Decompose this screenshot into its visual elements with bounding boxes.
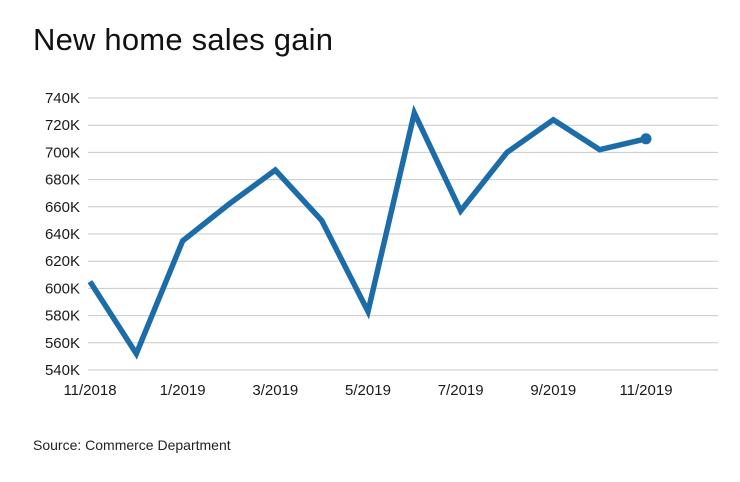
chart-title: New home sales gain	[33, 22, 334, 57]
y-axis-tick-label: 660K	[45, 199, 80, 216]
y-axis-tick-label: 720K	[45, 117, 80, 134]
y-axis-tick-label: 560K	[45, 335, 80, 352]
x-axis-tick-label: 11/2019	[619, 382, 672, 399]
x-axis-tick-label: 1/2019	[160, 382, 206, 399]
y-axis-tick-label: 540K	[45, 362, 80, 379]
x-axis-tick-label: 7/2019	[438, 382, 484, 399]
sales-line	[87, 104, 647, 360]
y-axis-tick-label: 580K	[45, 308, 80, 325]
end-point-marker	[640, 133, 652, 145]
source-note: Source: Commerce Department	[33, 437, 231, 453]
y-axis-tick-label: 680K	[45, 172, 80, 189]
x-axis-tick-label: 11/2018	[63, 382, 116, 399]
y-axis-tick-label: 620K	[45, 253, 80, 270]
x-axis-tick-label: 3/2019	[252, 382, 298, 399]
x-axis-tick-label: 5/2019	[345, 382, 391, 399]
y-axis-tick-label: 640K	[45, 226, 80, 243]
y-axis-tick-label: 700K	[45, 144, 80, 161]
x-axis-tick-label: 9/2019	[530, 382, 576, 399]
y-axis-tick-label: 600K	[45, 280, 80, 297]
y-axis-tick-label: 740K	[45, 90, 80, 107]
